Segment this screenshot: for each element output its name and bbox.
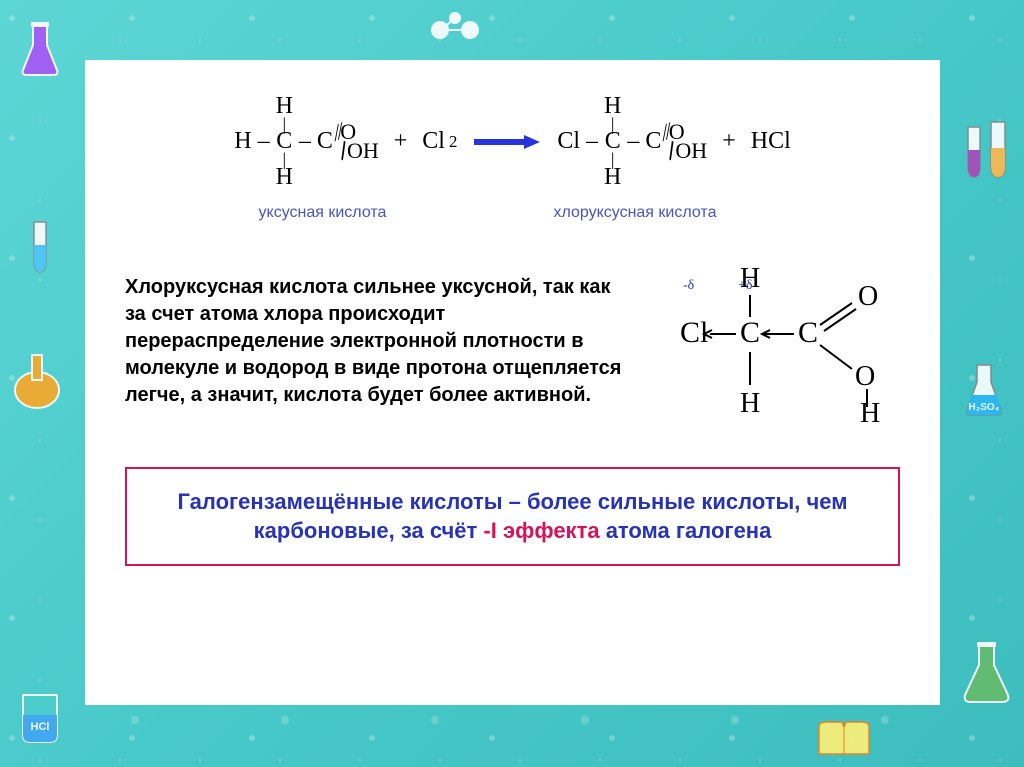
subscript: 2 <box>449 132 457 152</box>
atom-h: H <box>234 127 251 156</box>
reaction-arrow-icon <box>472 132 542 152</box>
test-tube-icon <box>964 125 984 180</box>
charge-label: -δ <box>683 278 695 293</box>
cooh-group: ⁄⁄O ∖OH <box>665 123 707 160</box>
flask-icon <box>10 350 65 410</box>
label-chloroacetic: хлоруксусная кислота <box>553 204 716 222</box>
book-icon <box>814 719 874 759</box>
bond: – <box>584 127 600 156</box>
cooh-group: ⁄⁄O ∖OH <box>337 123 379 160</box>
bond: – <box>256 127 272 156</box>
explanation-row: Хлоруксусная кислота сильнее уксусной, т… <box>125 257 900 427</box>
flask-icon: H₂SO₄ <box>959 360 1009 420</box>
test-tube-icon <box>30 220 50 275</box>
atom-o: O <box>855 361 875 392</box>
product-chloroacetic-acid: Cl – H | C | H – C ⁄⁄O ∖OH <box>557 95 707 189</box>
atom-o: O <box>858 281 878 312</box>
molecule-icon <box>420 8 490 53</box>
atom-h: H <box>276 166 293 189</box>
flask-icon <box>959 640 1014 705</box>
plus-sign: + <box>722 128 736 155</box>
reaction-equation: H – H | C | H – C ⁄⁄O ∖OH + Cl2 C <box>125 95 900 189</box>
explanation-text: Хлоруксусная кислота сильнее уксусной, т… <box>125 274 630 409</box>
ch-group: H | C | H <box>276 95 293 189</box>
test-tube-icon <box>987 120 1009 180</box>
atom-c: C <box>798 316 818 349</box>
svg-text:H₂SO₄: H₂SO₄ <box>969 402 1000 413</box>
reactant-cl2: Cl2 <box>422 127 457 156</box>
highlight-box: Галогензамещённые кислоты – более сильны… <box>125 467 900 566</box>
atom-c: C <box>740 316 760 349</box>
atom-h: H <box>740 263 760 294</box>
reactant-acetic-acid: H – H | C | H – C ⁄⁄O ∖OH <box>234 95 379 189</box>
bond: – <box>625 127 641 156</box>
atom-c: C <box>317 127 333 156</box>
flask-icon <box>15 20 65 80</box>
highlight-text-2: атома галогена <box>600 518 772 543</box>
ch-group: H | C | H <box>604 95 621 189</box>
inductive-effect-diagram: -δ +δ Cl C H H C O O <box>660 257 900 427</box>
atom-h: H <box>604 166 621 189</box>
svg-text:HCl: HCl <box>31 721 50 733</box>
product-hcl: HCl <box>751 127 791 156</box>
molecule-labels: уксусная кислота хлоруксусная кислота <box>125 204 900 222</box>
plus-sign: + <box>394 128 408 155</box>
atom-h: H <box>740 388 760 419</box>
atom-h: H <box>860 398 880 427</box>
beaker-icon: HCl <box>15 690 65 745</box>
slide-content: H – H | C | H – C ⁄⁄O ∖OH + Cl2 C <box>85 60 940 705</box>
atom-c: C <box>645 127 661 156</box>
atom-cl: Cl <box>422 127 445 156</box>
atom-cl: Cl <box>680 316 708 349</box>
atom-cl: Cl <box>557 127 580 156</box>
label-acetic: уксусная кислота <box>259 204 387 222</box>
highlight-text-red: -I эффекта <box>483 518 599 543</box>
bond: – <box>297 127 313 156</box>
